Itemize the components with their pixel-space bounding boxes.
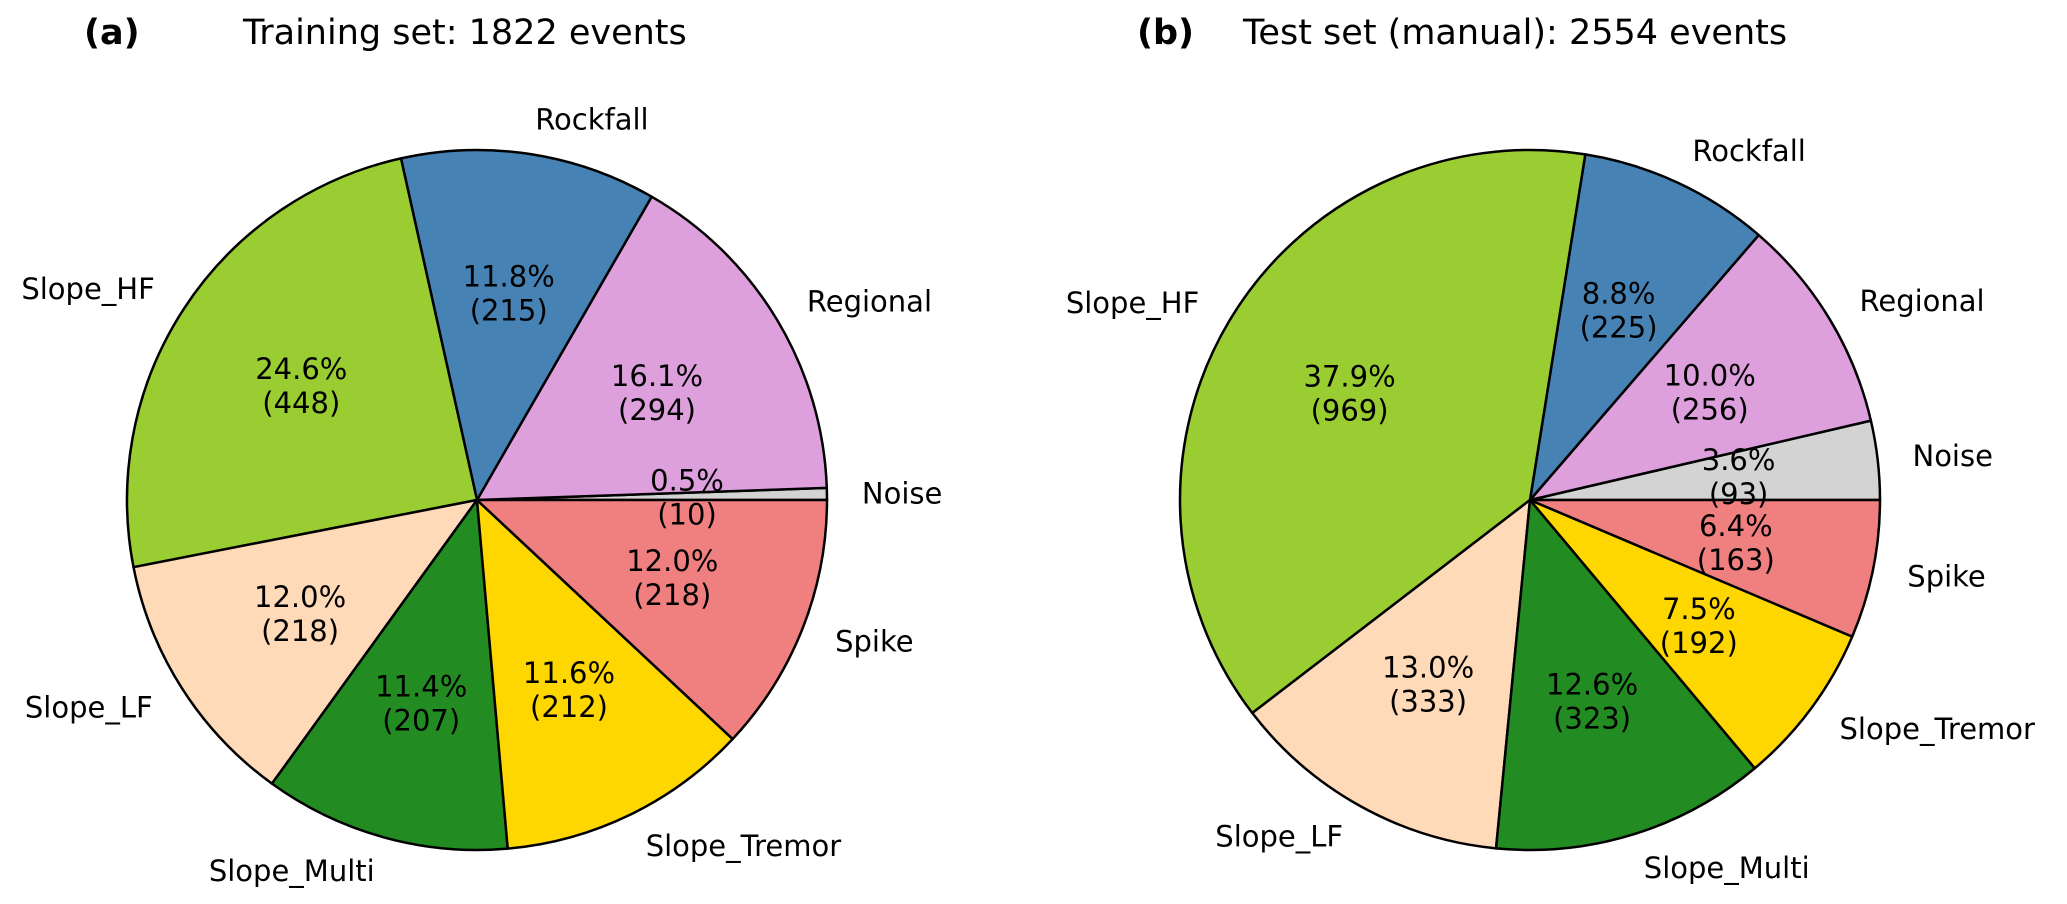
percent-label-regional-b: 10.0% (256) — [1664, 358, 1756, 426]
pie-slice-slope-multi-a — [270, 498, 509, 852]
category-label-noise-b: Noise — [1913, 439, 1993, 473]
pie-slice-rockfall-a — [399, 148, 653, 502]
category-label-regional-b: Regional — [1860, 284, 1985, 318]
category-label-noise-a: Noise — [862, 476, 942, 510]
pie-slice-slope-lf-a — [132, 498, 479, 785]
pie-slice-spike-b — [1528, 498, 1882, 638]
panel-title-b: Test set (manual): 2554 events — [1242, 13, 1787, 53]
pie-slice-slope-tremor-b — [1528, 498, 1854, 770]
category-label-slope-hf-a: Slope_HF — [21, 272, 154, 306]
percent-label-noise-a: 0.5% (10) — [650, 463, 724, 531]
percent-label-slope-tremor-b: 7.5% (192) — [1660, 592, 1738, 660]
pie-slice-regional-b — [1528, 233, 1873, 502]
category-label-slope-tremor-a: Slope_Tremor — [646, 829, 842, 863]
percent-label-spike-b: 6.4% (163) — [1697, 509, 1775, 577]
labels-b: Noise 3.6% (93) Regional 10.0% (256) Rockfall 8… — [1066, 134, 2035, 885]
category-label-slope-multi-a: Slope_Multi — [209, 854, 375, 888]
panel-letter-a: (a) — [84, 13, 140, 53]
percent-label-slope-multi-a: 11.4% (207) — [375, 669, 467, 737]
pie-slice-slope-multi-b — [1494, 498, 1757, 852]
percent-label-slope-lf-b: 13.0% (333) — [1382, 651, 1474, 719]
percent-label-regional-a: 16.1% (294) — [611, 359, 703, 427]
pie-slice-slope-lf-b — [1251, 498, 1532, 850]
percent-label-noise-b: 3.6% (93) — [1702, 443, 1776, 511]
labels-a: Noise 0.5% (10) Regional 16.1% (294) Rockfall 1… — [21, 102, 942, 888]
percent-label-slope-multi-b: 12.6% (323) — [1546, 668, 1638, 736]
category-label-slope-hf-b: Slope_HF — [1066, 286, 1199, 320]
pie-slice-spike-a — [475, 498, 829, 741]
category-label-spike-b: Spike — [1907, 560, 1985, 594]
panel-letter-b: (b) — [1137, 13, 1194, 53]
percent-label-rockfall-b: 8.8% (225) — [1580, 277, 1658, 345]
slices-b — [1178, 148, 1882, 852]
pie-slice-regional-a — [475, 195, 829, 502]
category-label-slope-tremor-b: Slope_Tremor — [1840, 712, 2036, 746]
pie-slice-rockfall-b — [1528, 153, 1760, 502]
slices-a — [125, 148, 829, 852]
pie-panel-b: (b) Test set (manual): 2554 events Noise… — [1066, 13, 2035, 885]
category-label-spike-a: Spike — [835, 624, 913, 658]
pie-panel-a: (a) Training set: 1822 events Noise 0.5%(… — [21, 13, 942, 888]
percent-label-slope-lf-a: 12.0% (218) — [254, 580, 346, 648]
pie-slice-slope-hf-b — [1178, 148, 1587, 715]
percent-label-slope-hf-b: 37.9% (969) — [1304, 360, 1396, 428]
pie-slice-slope-tremor-a — [475, 498, 734, 850]
panel-title-a: Training set: 1822 events — [242, 13, 687, 53]
percent-label-slope-tremor-a: 11.6% (212) — [523, 656, 615, 724]
category-label-slope-lf-a: Slope_LF — [25, 690, 153, 724]
percent-label-slope-hf-a: 24.6% (448) — [255, 352, 347, 420]
category-label-slope-multi-b: Slope_Multi — [1644, 851, 1810, 885]
category-label-regional-a: Regional — [807, 285, 932, 319]
percent-label-spike-a: 12.0% (218) — [626, 544, 718, 612]
pie-slice-slope-hf-a — [125, 157, 479, 569]
category-label-rockfall-b: Rockfall — [1692, 134, 1805, 168]
category-label-slope-lf-b: Slope_LF — [1215, 820, 1343, 854]
category-label-rockfall-a: Rockfall — [535, 102, 648, 136]
percent-label-rockfall-a: 11.8% (215) — [463, 259, 555, 327]
